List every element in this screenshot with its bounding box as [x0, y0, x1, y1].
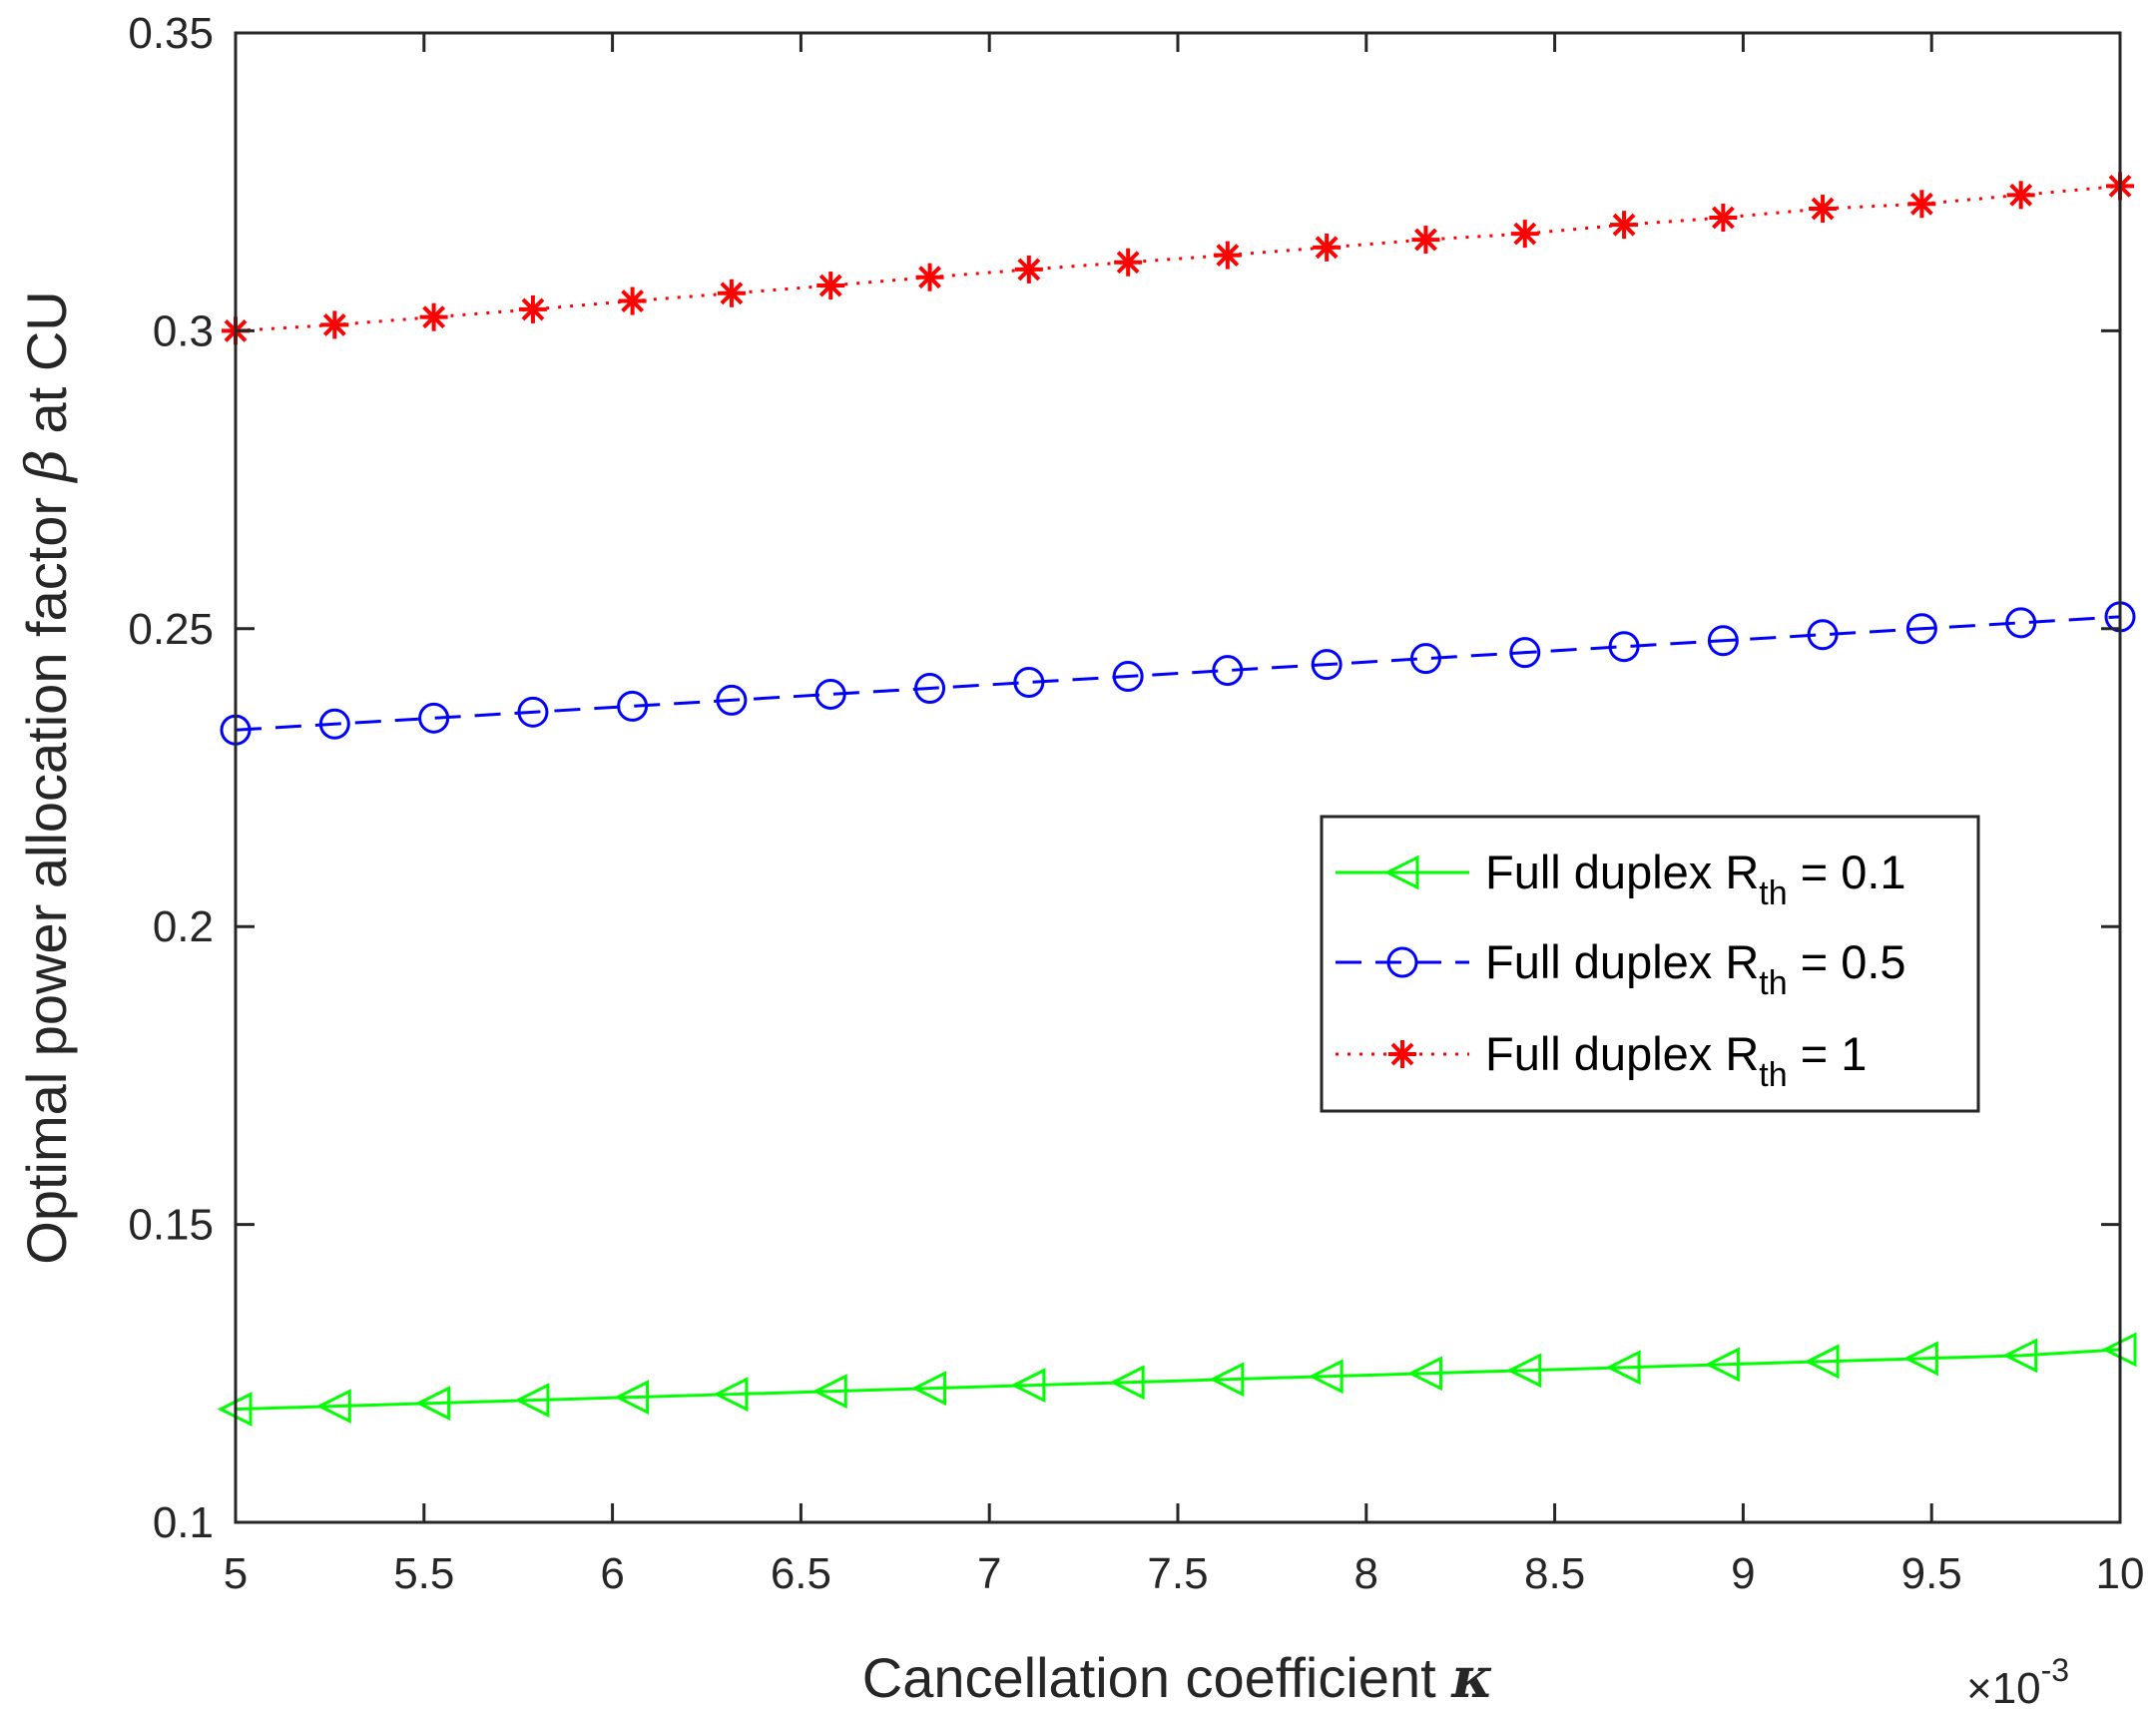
series-2-point — [318, 708, 350, 740]
series-3-point — [419, 302, 448, 331]
legend-label-3: Full duplex Rth = 1 — [1485, 1027, 1867, 1094]
x-tick-label: 6 — [600, 1549, 624, 1598]
series-2-point — [1905, 613, 1937, 645]
series-3-point — [618, 286, 647, 315]
legend-marker-2 — [1386, 946, 1418, 978]
y-axis-label: Optimal power allocation factor β at CU — [15, 290, 80, 1264]
series-1-point — [2002, 1338, 2038, 1374]
series-3-point — [915, 263, 944, 291]
series-1-point — [514, 1383, 550, 1419]
y-tick-label: 0.2 — [153, 902, 214, 951]
series-3-point — [1709, 204, 1738, 233]
series-line-2 — [235, 615, 2121, 732]
series-1-point — [1705, 1347, 1740, 1383]
legend-label-2: Full duplex Rth = 0.5 — [1485, 935, 1906, 1002]
series-2-point — [1509, 637, 1541, 669]
series-2-point — [1112, 661, 1144, 693]
series-1-point — [614, 1380, 650, 1416]
series-2-point — [2005, 607, 2037, 639]
series-3-point — [1114, 248, 1143, 277]
legend-label-1: Full duplex Rth = 0.1 — [1485, 846, 1906, 912]
x-axis-label: Cancellation coefficient κ — [862, 1645, 1493, 1711]
legend-marker-1 — [1383, 855, 1419, 890]
series-3-point — [1610, 211, 1639, 240]
x-axis-exponent: ×10-3 — [1966, 1652, 2069, 1713]
series-2-point — [1409, 643, 1441, 675]
series-2-point — [1013, 667, 1045, 699]
y-tick-label: 0.15 — [128, 1201, 214, 1250]
series-3-point — [1907, 190, 1936, 219]
x-tick-label: 5.5 — [393, 1549, 454, 1598]
series-1-point — [1308, 1359, 1344, 1395]
series-3-point — [816, 272, 845, 300]
series-2-point — [1707, 625, 1739, 657]
series-2-point — [1212, 655, 1244, 687]
series-1-point — [1506, 1353, 1542, 1389]
series-3-point — [518, 294, 547, 323]
series-3-point — [1213, 241, 1242, 270]
legend: Full duplex Rth = 0.1 Full duplex Rth = 0… — [1320, 815, 1980, 1113]
x-tick-label: 8 — [1354, 1549, 1378, 1598]
series-1-point — [1209, 1362, 1245, 1398]
y-tick-label: 0.35 — [128, 9, 214, 58]
x-tick-label: 9.5 — [1901, 1549, 1962, 1598]
series-1-point — [315, 1389, 351, 1425]
series-2-point — [1311, 649, 1343, 681]
x-tick-label: 7 — [977, 1549, 1001, 1598]
series-2-point — [814, 678, 846, 710]
series-1-point — [811, 1374, 847, 1410]
legend-marker-3 — [1388, 1040, 1416, 1068]
series-1-point — [1903, 1341, 1938, 1377]
x-tick-label: 9 — [1731, 1549, 1755, 1598]
series-1-point — [713, 1377, 749, 1413]
series-1-point — [1010, 1368, 1046, 1404]
series-2-point — [716, 684, 748, 716]
series-2-point — [617, 690, 649, 722]
x-tick-label: 10 — [2096, 1549, 2145, 1598]
series-3-point — [1809, 195, 1838, 224]
series-layer — [217, 172, 2137, 1428]
series-3-point — [1014, 255, 1043, 284]
y-tick-label: 0.3 — [153, 306, 214, 355]
series-3-point — [2006, 181, 2035, 210]
y-tick-label: 0.25 — [128, 605, 214, 654]
x-tick-label: 8.5 — [1524, 1549, 1585, 1598]
series-3-point — [1510, 220, 1539, 249]
y-tick-label: 0.1 — [153, 1498, 214, 1547]
series-1-point — [1804, 1344, 1840, 1380]
series-3-point — [1313, 233, 1342, 262]
series-1-point — [1605, 1350, 1641, 1386]
series-3-point — [1411, 226, 1440, 255]
x-tick-label: 7.5 — [1147, 1549, 1208, 1598]
series-1-point — [1407, 1356, 1442, 1392]
series-2-point — [418, 702, 450, 734]
series-2-point — [517, 696, 549, 728]
series-2-point — [1807, 619, 1839, 651]
series-3-point — [717, 279, 746, 307]
series-1-point — [1109, 1365, 1145, 1401]
series-1-point — [415, 1386, 451, 1422]
x-tick-label: 6.5 — [771, 1549, 831, 1598]
series-2-point — [914, 672, 946, 704]
series-1-point — [911, 1371, 947, 1407]
series-3-point — [320, 310, 349, 339]
axis-ticks: 5 5.5 6 6.5 7 7.5 8 8.5 9 9.5 10 0.1 0.15 0.2 0.25 0.3 0… — [128, 9, 2144, 1598]
series-2-point — [1608, 631, 1640, 663]
x-tick-label: 5 — [224, 1549, 248, 1598]
